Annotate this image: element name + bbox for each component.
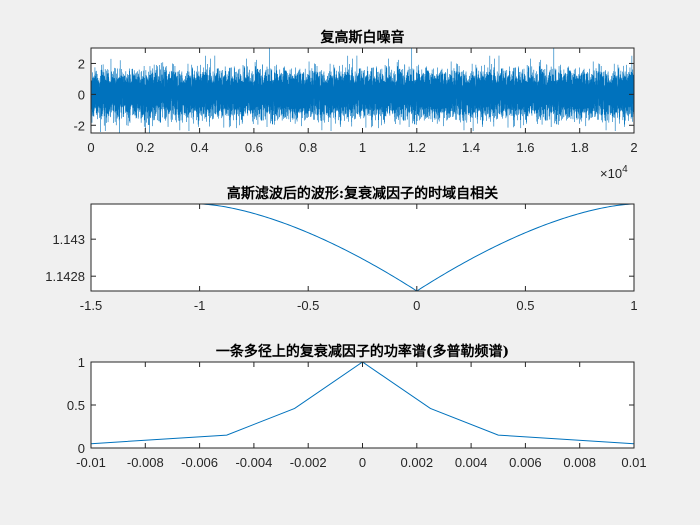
y-tick-label: 1.1428: [45, 269, 85, 284]
x-tick-label: -0.008: [127, 455, 164, 470]
x-tick-label: 0: [359, 455, 366, 470]
x-tick-label: 0.8: [299, 140, 317, 155]
subplot-3: -0.01 -0.008 -0.006 -0.004 -0.002 0 0.002 0.004…: [67, 343, 647, 470]
y-tick-label: 0: [78, 87, 85, 102]
x-tick-label: 0.5: [516, 298, 534, 313]
exponent-power: 4: [622, 164, 628, 175]
x-tick-label: 0.2: [136, 140, 154, 155]
subplot-title: 高斯滤波后的波形:复衰减因子的时域自相关: [227, 185, 498, 202]
subplot-title: 复高斯白噪音: [320, 29, 405, 46]
x-tick-label: 1.6: [516, 140, 534, 155]
x-tick-label: -0.002: [290, 455, 327, 470]
exponent-base: ×10: [600, 166, 622, 181]
series-line-psd: [91, 362, 634, 445]
y-tick-label: 0.5: [67, 398, 85, 413]
x-tick-label: 1.4: [462, 140, 480, 155]
x-tick-label: 1.2: [408, 140, 426, 155]
series-line-autocorr: [199, 204, 634, 291]
x-tick-label: 0.006: [509, 455, 542, 470]
axes-box: [90, 361, 635, 449]
subplot-title: 一条多径上的复衰减因子的功率谱(多普勒频谱): [216, 343, 509, 360]
x-tick-label: 0.01: [621, 455, 646, 470]
y-tick-label: 1: [78, 355, 85, 370]
x-tick-label: 0.008: [563, 455, 596, 470]
x-tick-label: 2: [630, 140, 637, 155]
x-tick-label: -0.5: [297, 298, 319, 313]
x-tick-label: 1: [359, 140, 366, 155]
y-tick-label: 2: [78, 56, 85, 71]
x-tick-label: -1.5: [80, 298, 102, 313]
x-tick-label: 1.8: [571, 140, 589, 155]
y-tick-label: -2: [73, 118, 85, 133]
series-line-noise: [91, 48, 634, 133]
axes-border: [90, 203, 635, 292]
x-tick-label: 0.4: [191, 140, 209, 155]
x-tick-label: -1: [194, 298, 206, 313]
subplot-2: -1.5 -1 -0.5 0 0.5 1 1.1428 1.143 高斯滤波后的波形:复衰减因子…: [45, 185, 637, 313]
axes-box: [90, 203, 635, 292]
y-tick-label: 0: [78, 441, 85, 456]
x-tick-label: -0.01: [76, 455, 106, 470]
subplot-1: 0 0.2 0.4 0.6 0.8 1 1.2 1.4 1.6 1.8 2-202复高斯白噪音×10…: [73, 29, 637, 181]
x-tick-label: 0.002: [401, 455, 434, 470]
x-tick-label: 1: [630, 298, 637, 313]
y-tick-label: 1.143: [52, 232, 85, 247]
x-exponent-label: ×104: [600, 164, 628, 181]
x-tick-label: 0: [413, 298, 420, 313]
x-tick-label: 0.004: [455, 455, 488, 470]
x-tick-label: 0.6: [245, 140, 263, 155]
x-tick-label: 0: [87, 140, 94, 155]
x-tick-label: -0.004: [235, 455, 272, 470]
x-tick-label: -0.006: [181, 455, 218, 470]
